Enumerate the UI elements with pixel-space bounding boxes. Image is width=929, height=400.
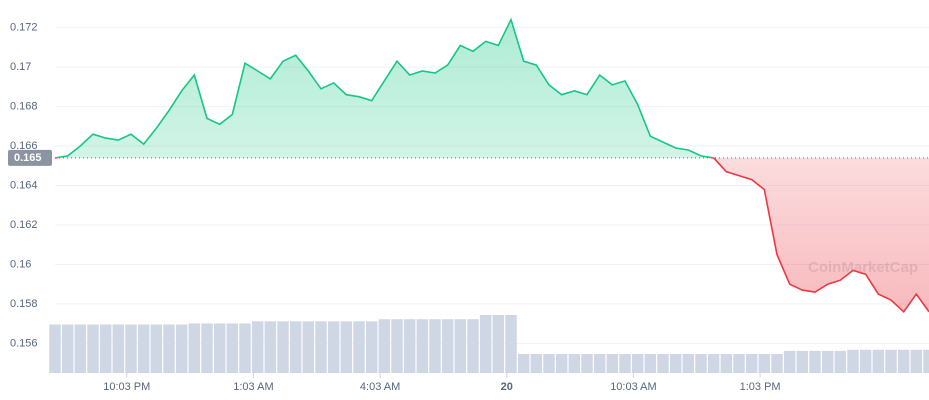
volume-bar: [809, 350, 821, 373]
volume-bar: [745, 354, 758, 373]
y-tick-label: 0.172: [10, 22, 38, 34]
volume-bar: [859, 349, 872, 373]
price-line-above: [54, 17, 715, 158]
volume-bar: [505, 315, 517, 373]
volume-bar: [327, 321, 340, 373]
volume-bar: [872, 349, 885, 373]
x-tick-label: 10:03 AM: [610, 381, 656, 393]
volume-bar: [771, 354, 783, 373]
price-line-below: [54, 157, 929, 314]
volume-bar: [796, 350, 809, 373]
volume-bar: [923, 349, 929, 373]
volume-bar: [758, 354, 771, 373]
volume-bar: [365, 321, 378, 373]
volume-bar: [517, 354, 530, 373]
volume-bar: [251, 321, 264, 373]
volume-bar: [530, 354, 543, 373]
volume-bar: [619, 354, 631, 373]
volume-bar: [695, 354, 707, 373]
volume-bar: [555, 354, 568, 373]
volume-bar: [821, 350, 834, 373]
volume-bar: [353, 321, 365, 373]
volume-bar: [99, 324, 112, 373]
area-above: [55, 19, 714, 158]
volume-bar: [543, 354, 555, 373]
volume-bar: [340, 321, 353, 373]
volume-bar: [137, 324, 150, 373]
volume-bar: [49, 324, 61, 373]
volume-bar: [467, 319, 479, 373]
x-tick-label: 10:03 PM: [103, 381, 150, 393]
volume-bar: [606, 354, 619, 373]
volume-bar: [289, 321, 302, 373]
volume-bar: [581, 354, 593, 373]
volume-bar: [897, 349, 910, 373]
volume-bar: [315, 321, 327, 373]
volume-bar: [264, 321, 277, 373]
area-below: [55, 157, 929, 312]
volume-bar: [910, 349, 923, 373]
volume-bar: [441, 319, 454, 373]
volume-bar: [201, 323, 213, 373]
x-tick-label: 1:03 AM: [233, 381, 273, 393]
volume-bar: [593, 354, 606, 373]
y-tick-label: 0.166: [10, 140, 38, 152]
volume-bar: [429, 319, 441, 373]
volume-bar: [150, 324, 163, 373]
volume-bar: [720, 354, 733, 373]
volume-bar: [175, 324, 188, 373]
x-tick-label: 20: [501, 381, 513, 393]
volume-bar: [302, 321, 315, 373]
volume-bar: [87, 324, 99, 373]
volume-bar: [239, 323, 251, 373]
volume-bar: [707, 354, 720, 373]
volume-bar: [733, 354, 745, 373]
volume-bar: [74, 324, 87, 373]
volume-bar: [492, 315, 505, 373]
volume-bar: [568, 354, 581, 373]
baseline-label: 0.165: [14, 152, 42, 164]
volume-bar: [226, 323, 239, 373]
volume-bar: [391, 319, 403, 373]
y-tick-label: 0.158: [10, 298, 38, 310]
volume-bar: [631, 354, 644, 373]
volume-bar: [644, 354, 657, 373]
baseline-label-box: [8, 149, 52, 166]
volume-bar: [112, 324, 125, 373]
volume-bar: [188, 323, 201, 373]
y-tick-label: 0.16: [10, 258, 31, 270]
volume-bar: [657, 354, 669, 373]
volume-bar: [479, 315, 492, 373]
volume-bar: [163, 324, 175, 373]
volume-bar: [61, 324, 74, 373]
volume-bar: [834, 350, 847, 373]
volume-bar: [885, 349, 897, 373]
volume-bar: [669, 354, 682, 373]
y-tick-label: 0.162: [10, 219, 38, 231]
y-tick-label: 0.17: [10, 61, 31, 73]
volume-bar: [454, 319, 467, 373]
volume-bar: [403, 319, 416, 373]
volume-bar: [277, 321, 289, 373]
volume-bar: [213, 323, 226, 373]
volume-bar: [378, 319, 391, 373]
volume-bar: [847, 349, 859, 373]
volume-bar: [416, 319, 429, 373]
x-tick-label: 1:03 PM: [740, 381, 781, 393]
y-tick-label: 0.156: [10, 337, 38, 349]
y-tick-label: 0.168: [10, 100, 38, 112]
volume-bar: [682, 354, 695, 373]
x-tick-label: 4:03 AM: [360, 381, 400, 393]
y-tick-label: 0.164: [10, 179, 38, 191]
volume-bar: [783, 350, 796, 373]
volume-bar: [125, 324, 137, 373]
